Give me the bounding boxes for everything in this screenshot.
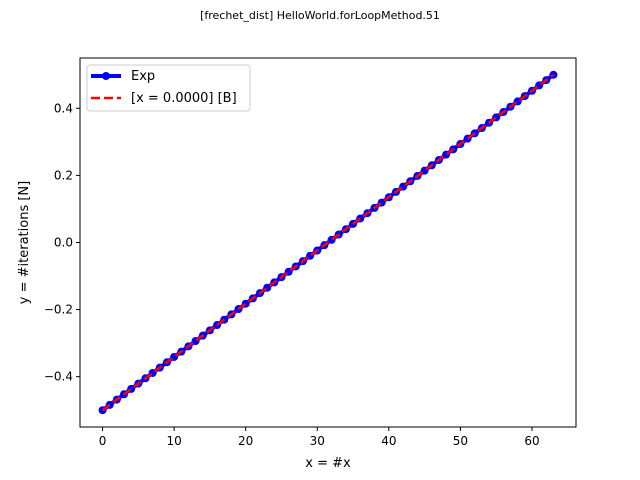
legend-exp-label: Exp — [131, 69, 155, 84]
y-tick-label: 0.0 — [54, 236, 73, 250]
y-tick-label: −0.4 — [44, 370, 73, 384]
x-tick-label: 0 — [99, 434, 107, 448]
x-axis-ticks: 0 10 20 30 40 50 60 — [99, 427, 540, 448]
x-tick-label: 10 — [166, 434, 181, 448]
x-tick-label: 40 — [381, 434, 396, 448]
x-tick-label: 20 — [238, 434, 253, 448]
x-tick-label: 50 — [453, 434, 468, 448]
x-tick-label: 30 — [310, 434, 325, 448]
series-layer — [98, 70, 558, 415]
y-tick-label: −0.2 — [44, 303, 73, 317]
y-tick-label: 0.4 — [54, 101, 73, 115]
legend-baseline-label: [x = 0.0000] [B] — [131, 91, 237, 106]
y-axis-label: y = #iterations [N] — [17, 181, 32, 304]
series-baseline-line — [101, 73, 555, 412]
y-axis-ticks: −0.4 −0.2 0.0 0.2 0.4 — [44, 101, 80, 384]
x-tick-label: 60 — [524, 434, 539, 448]
x-axis-label: x = #x — [305, 456, 351, 471]
y-tick-label: 0.2 — [54, 168, 73, 182]
legend-box — [86, 64, 251, 112]
legend-exp-marker — [102, 72, 110, 80]
chart-suptitle: [frechet_dist] HelloWorld.forLoopMethod.… — [200, 9, 440, 22]
legend: Exp [x = 0.0000] [B] — [86, 64, 251, 112]
